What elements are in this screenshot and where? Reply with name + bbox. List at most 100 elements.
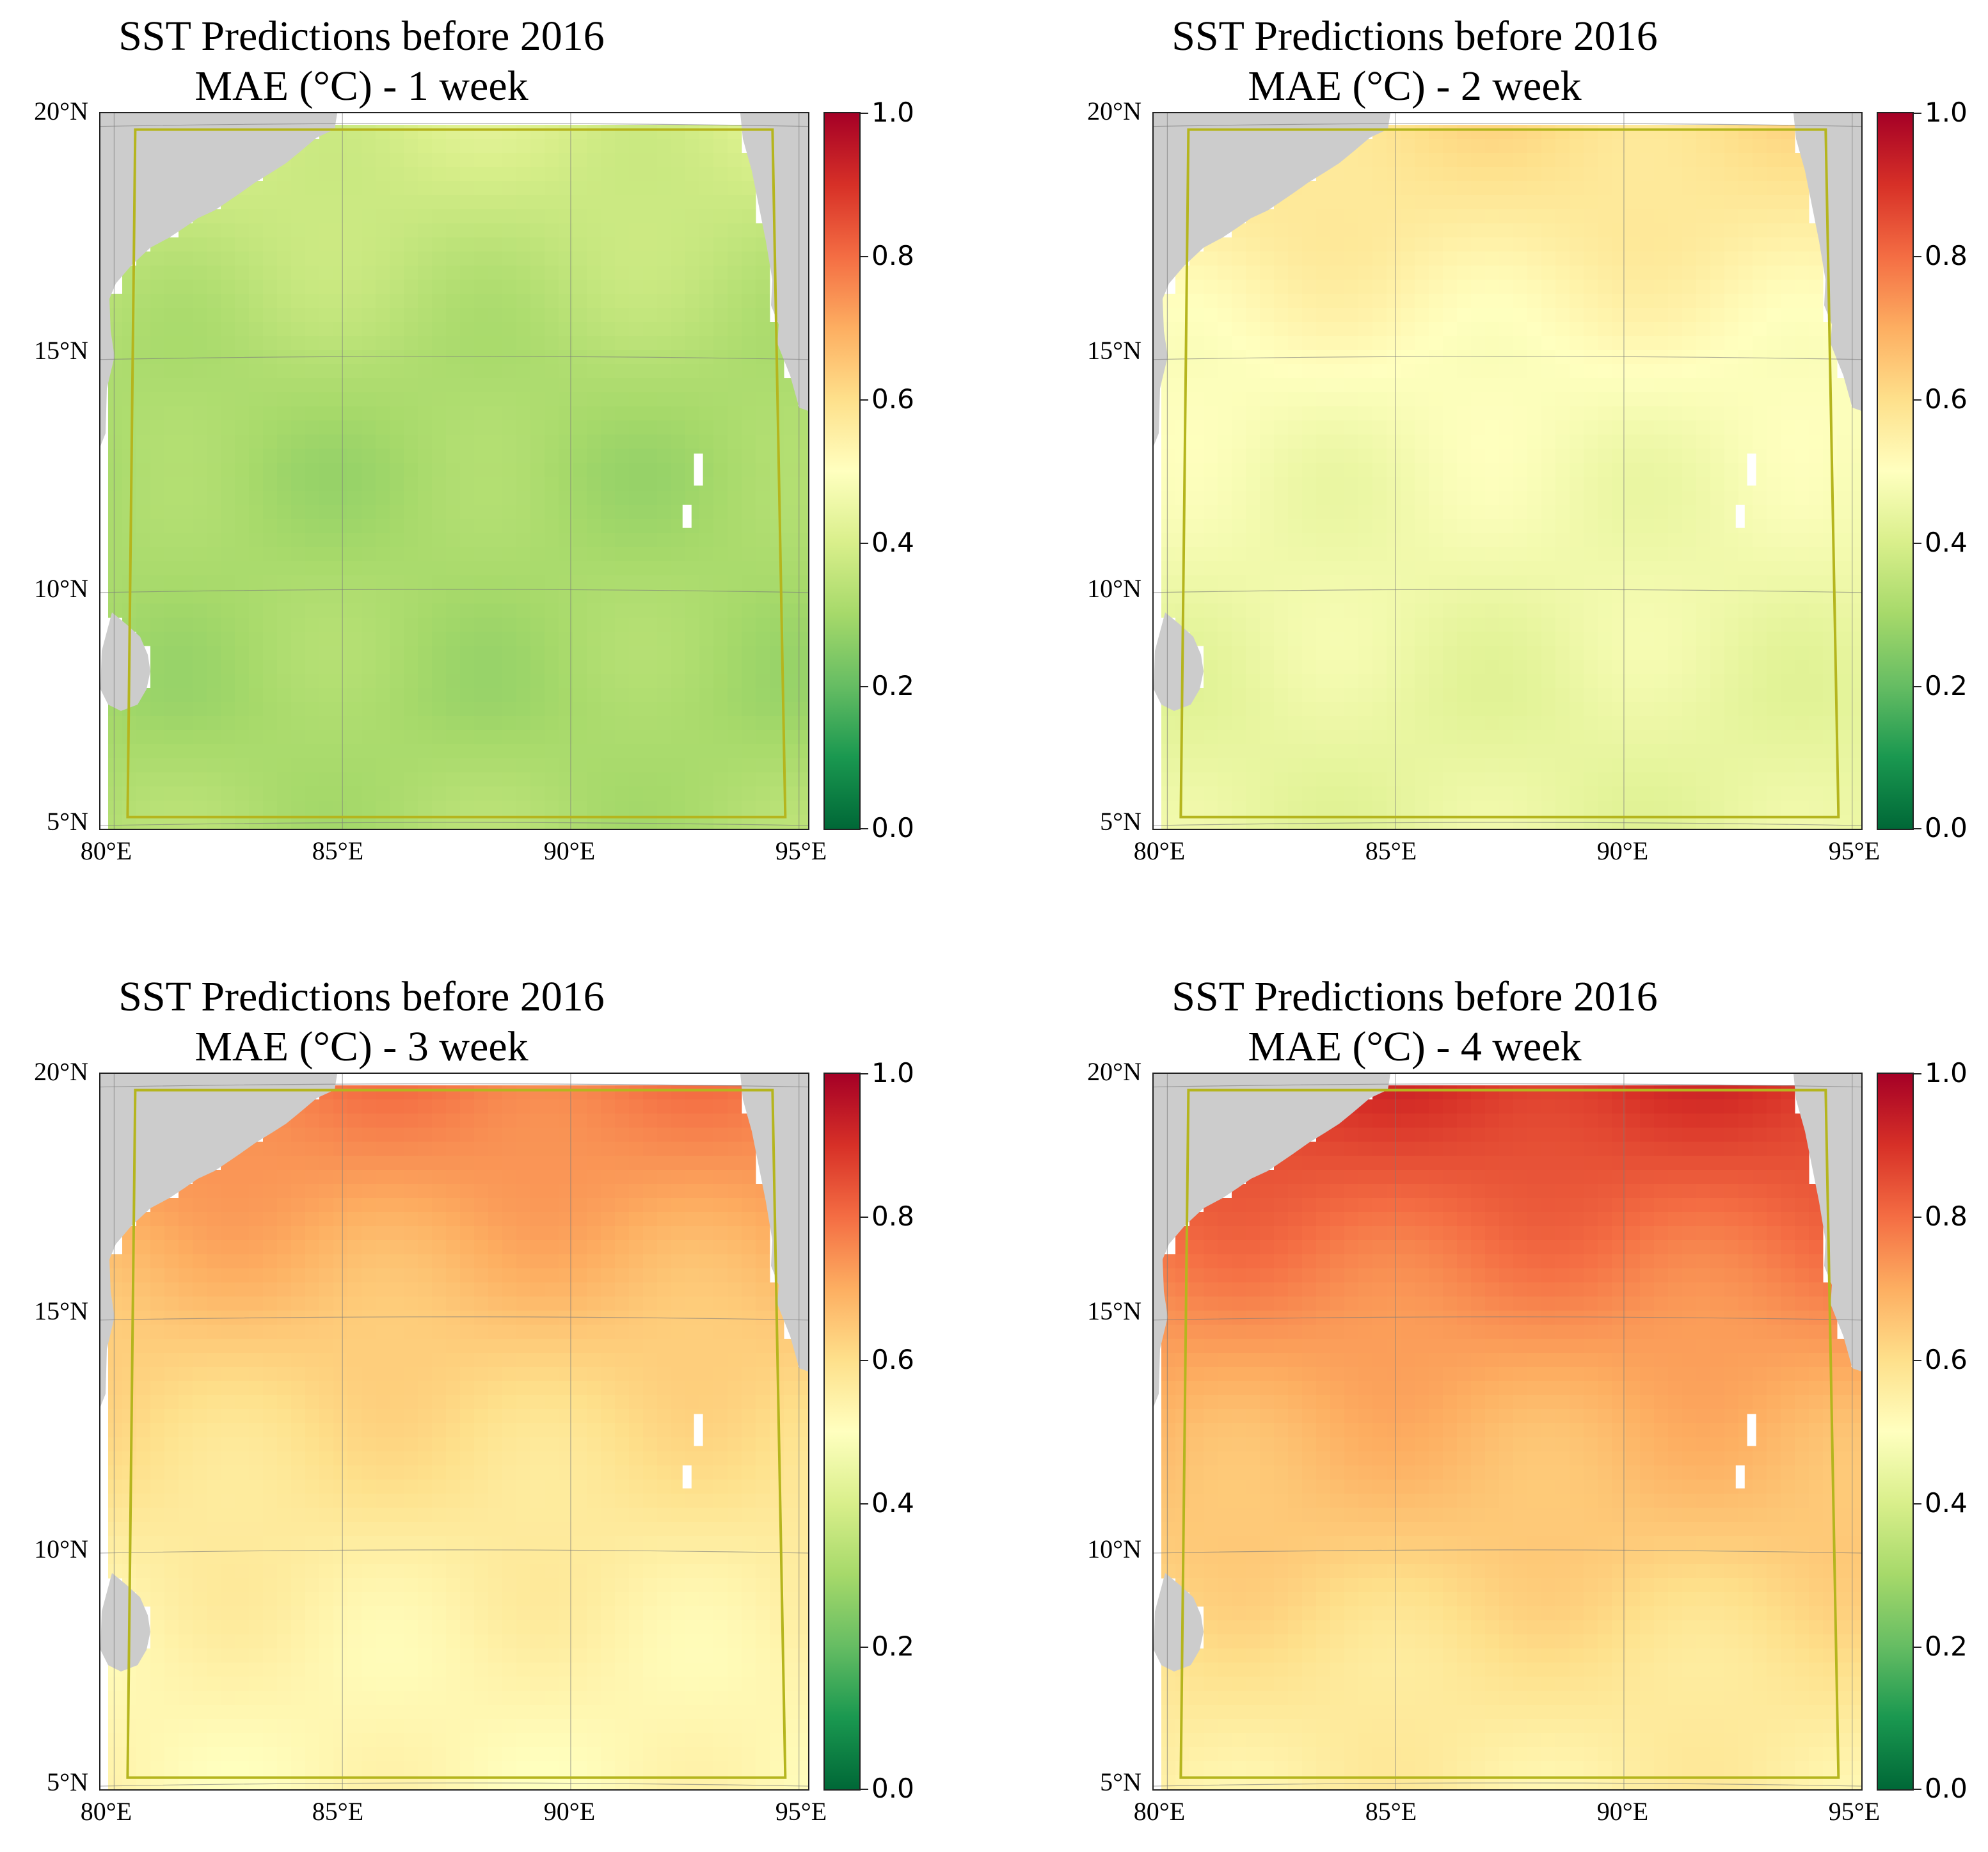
sst-cell (1541, 406, 1556, 421)
sst-cell (671, 603, 686, 618)
sst-cell (207, 350, 221, 365)
sst-cell (235, 660, 250, 675)
sst-cell (685, 223, 700, 238)
sst-cell (347, 786, 362, 801)
sst-cell (1443, 125, 1458, 140)
sst-cell (1302, 744, 1317, 759)
sst-cell (1232, 730, 1246, 745)
sst-cell (1696, 533, 1711, 548)
sst-cell (122, 364, 137, 379)
sst-cell (150, 547, 165, 562)
sst-cell (502, 237, 517, 252)
sst-cell (305, 702, 320, 717)
sst-cell (1302, 660, 1317, 675)
sst-cell (1767, 406, 1781, 421)
sst-cell (1724, 420, 1739, 435)
sst-cell (390, 1170, 404, 1185)
sst-cell (587, 1128, 601, 1142)
sst-cell (1232, 688, 1246, 703)
sst-cell (1232, 716, 1246, 731)
sst-cell (587, 632, 601, 646)
sst-cell (207, 589, 221, 604)
sst-cell (1288, 364, 1303, 379)
sst-cell (601, 1085, 616, 1100)
sst-cell (1654, 392, 1669, 407)
sst-cell (319, 167, 334, 182)
sst-cell (1471, 589, 1486, 604)
sst-cell (798, 632, 808, 646)
sst-cell (643, 632, 658, 646)
sst-cell (249, 251, 264, 266)
sst-cell (713, 786, 728, 801)
sst-cell (1753, 786, 1767, 801)
sst-cell (404, 392, 418, 407)
sst-cell (1387, 435, 1401, 449)
sst-cell (319, 589, 334, 604)
sst-cell (1415, 561, 1429, 576)
sst-cell (1189, 350, 1204, 365)
sst-cell (474, 1099, 489, 1114)
sst-cell (530, 420, 545, 435)
sst-cell (1668, 702, 1683, 717)
sst-cell (502, 1170, 517, 1185)
sst-cell (502, 1142, 517, 1156)
sst-cell (629, 772, 644, 787)
sst-cell (615, 1142, 630, 1156)
ytick-label-10: 10°N (34, 574, 88, 603)
sst-cell (1626, 716, 1641, 731)
sst-cell (1710, 406, 1725, 421)
sst-cell (488, 195, 503, 210)
sst-cell (545, 392, 559, 407)
sst-cell (798, 744, 808, 759)
sst-cell (1584, 420, 1598, 435)
sst-cell (742, 449, 756, 463)
sst-cell (1696, 251, 1711, 266)
sst-cell (1837, 547, 1852, 562)
sst-cell (559, 575, 573, 590)
sst-cell (1823, 632, 1838, 646)
sst-cell (798, 561, 808, 576)
sst-cell (1851, 603, 1861, 618)
sst-cell (474, 237, 489, 252)
sst-cell (460, 786, 475, 801)
sst-cell (179, 561, 193, 576)
sst-cell (1809, 406, 1824, 421)
sst-cell (1204, 364, 1218, 379)
sst-cell (1710, 322, 1725, 337)
sst-cell (1527, 266, 1542, 280)
sst-cell (770, 463, 784, 477)
sst-cell (1626, 153, 1641, 168)
sst-cell (249, 406, 264, 421)
sst-cell (1443, 308, 1458, 323)
sst-cell (319, 772, 334, 787)
sst-cell (235, 1156, 250, 1170)
sst-cell (629, 519, 644, 534)
sst-cell (1302, 533, 1317, 548)
sst-cell (671, 1142, 686, 1156)
sst-cell (446, 195, 461, 210)
sst-cell (1626, 632, 1641, 646)
sst-cell (1823, 772, 1838, 787)
sst-cell (1738, 392, 1753, 407)
sst-cell (1499, 716, 1514, 731)
sst-cell (1724, 364, 1739, 379)
sst-cell (1626, 463, 1641, 477)
sst-cell (277, 702, 292, 717)
sst-cell (1387, 463, 1401, 477)
sst-cell (1344, 674, 1359, 689)
sst-cell (376, 322, 390, 337)
sst-cell (1288, 420, 1303, 435)
sst-cell (559, 758, 573, 773)
sst-cell (1668, 406, 1683, 421)
sst-cell (1387, 519, 1401, 534)
sst-cell (1513, 772, 1528, 787)
sst-cell (1372, 336, 1387, 351)
sst-cell (1837, 618, 1852, 632)
sst-cell (615, 646, 630, 660)
sst-cell (1555, 350, 1570, 365)
sst-cell (1527, 125, 1542, 140)
sst-cell (1584, 294, 1598, 308)
sst-cell (179, 786, 193, 801)
sst-cell (136, 420, 151, 435)
sst-cell (263, 786, 278, 801)
